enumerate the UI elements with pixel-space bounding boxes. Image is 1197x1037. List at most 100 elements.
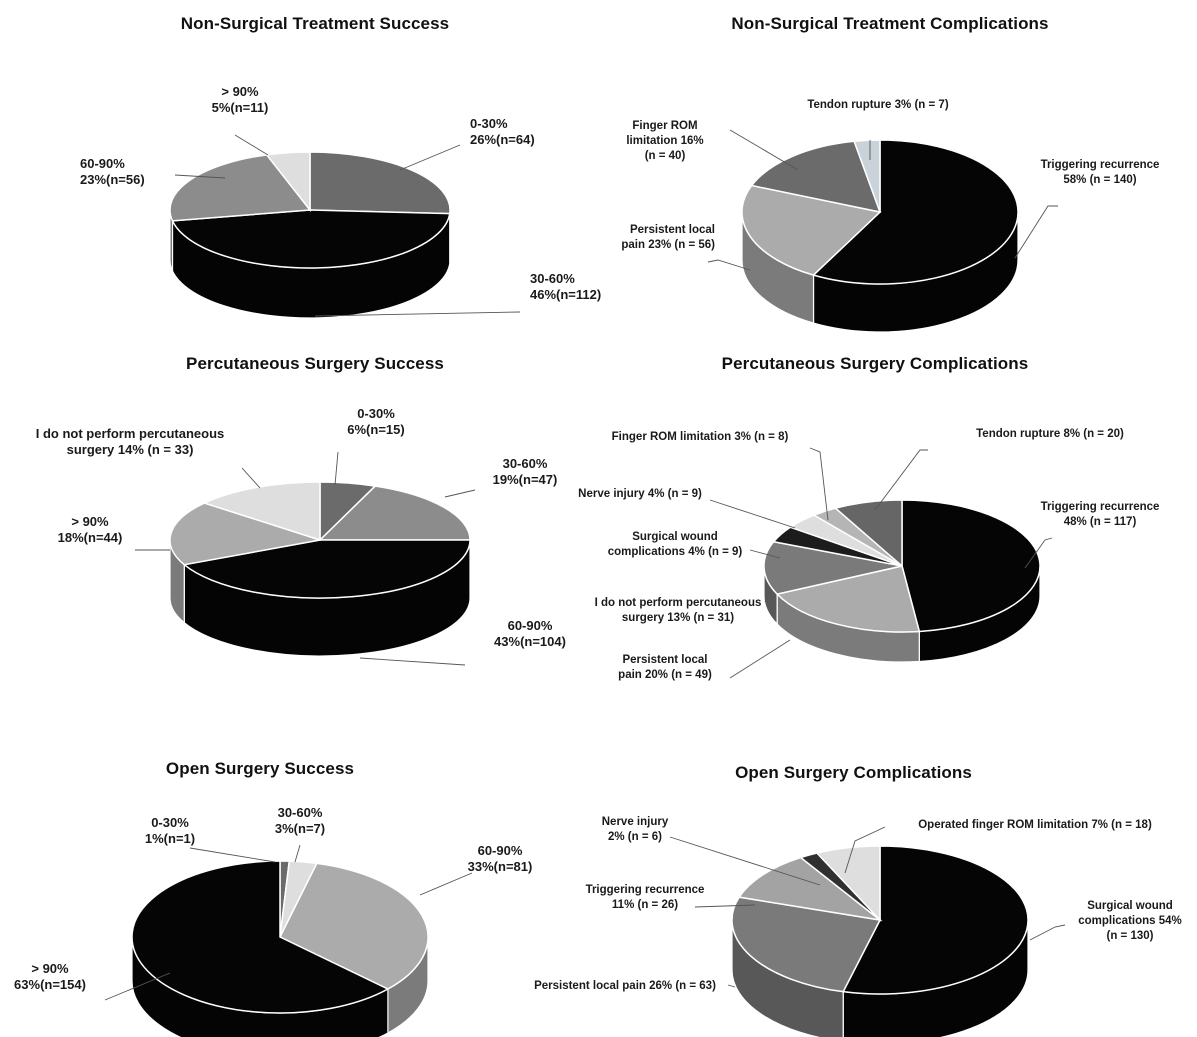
slice-label-line: surgery 13% (n = 31) [622, 612, 734, 624]
slice-label-line: 60-90% [508, 618, 553, 633]
chart-open-success: Open Surgery Success 0-30% 1%(n=1) 30-60% 3… [10, 745, 570, 1037]
leader-line [174, 174, 226, 179]
slice-label-line: Surgical wound [1087, 900, 1173, 912]
leader-line [189, 847, 276, 863]
pie-slice-30-60% [318, 485, 471, 541]
slice-label: 0-30% 1%(n=1) [145, 815, 195, 846]
pie-labels: Triggering recurrence 48% (n = 117) Persis… [578, 428, 1159, 681]
chart-title: Non-Surgical Treatment Complications [731, 14, 1049, 33]
slice-label: 60-90% 43%(n=104) [494, 618, 566, 649]
pie-svg: 0-30% 6%(n=15) 30-60% 19%(n=47) 60-90% 43%(n=… [36, 406, 566, 666]
slice-label: Nerve injury 4% (n = 9) [578, 488, 702, 500]
slice-label: Tendon rupture 3% (n = 7) [807, 99, 948, 111]
pie-top [763, 499, 1041, 633]
leader-line [707, 259, 751, 271]
slice-label: Operated finger ROM limitation 7% (n = 1… [918, 819, 1152, 831]
leader-line [1024, 537, 1053, 569]
slice-label-line: 30-60% [530, 271, 575, 286]
slice-label: Nerve injury 2% (n = 6) [602, 816, 669, 843]
slice-label-line: pain 20% (n = 49) [618, 669, 712, 681]
slice-label-line: 11% (n = 26) [612, 899, 678, 911]
slice-label-line: 58% (n = 140) [1063, 174, 1136, 186]
slice-label-line: Persistent local [622, 654, 707, 666]
slice-label-line: > 90% [31, 961, 69, 976]
slice-label-line: 46%(n=112) [530, 287, 601, 302]
slice-label: 30-60% 46%(n=112) [530, 271, 601, 302]
slice-label: Tendon rupture 8% (n = 20) [976, 428, 1124, 440]
leader-line [334, 451, 339, 486]
slice-label: Persistent local pain 23% (n = 56) [621, 224, 715, 251]
slice-label: 0-30% 6%(n=15) [347, 406, 404, 437]
pie-labels: Triggering recurrence 58% (n = 140) Persis… [621, 99, 1159, 271]
slice-label-line: > 90% [71, 514, 109, 529]
pie-slice-30-60% [171, 209, 451, 269]
pie-top [731, 845, 1029, 995]
slice-label-line: 23%(n=56) [80, 172, 145, 187]
pie-slice-Surgical wound complications [842, 845, 1029, 995]
leader-line [749, 549, 781, 559]
slice-label-line: 43%(n=104) [494, 634, 566, 649]
slice-label: Persistent local pain 26% (n = 63) [534, 980, 716, 992]
chart-nonsurg-success: Non-Surgical Treatment Success 0-30% 26%(… [80, 0, 601, 335]
slice-label-line: 19%(n=47) [493, 472, 558, 487]
chart-open-complications: Open Surgery Complications Surgical woun… [510, 745, 1197, 1037]
pie-top [169, 151, 451, 269]
chart-title: Percutaneous Surgery Complications [721, 354, 1029, 373]
slice-label: Finger ROM limitation 16% (n = 40) [626, 120, 703, 162]
slice-label-line: 1%(n=1) [145, 831, 195, 846]
pie-slice-Tendon rupture [833, 499, 903, 568]
pie-slice-Operated finger ROM limitation [815, 845, 881, 922]
slice-label: Surgical wound complications 4% (n = 9) [608, 531, 743, 558]
slice-label: 60-90% 23%(n=56) [80, 156, 145, 187]
slice-label-line: 30-60% [278, 805, 323, 820]
slice-label-line: Tendon rupture 3% (n = 7) [807, 99, 948, 111]
leader-line [419, 872, 473, 896]
chart-title: Open Surgery Success [165, 759, 355, 778]
leader-line [669, 836, 821, 886]
slice-label-line: (n = 40) [645, 150, 686, 162]
slice-label-line: Triggering recurrence [586, 884, 705, 896]
chart-title: Open Surgery Complications [735, 763, 972, 782]
slice-label-line: 33%(n=81) [468, 859, 533, 874]
pie-slice-Finger ROM limitation [750, 140, 882, 214]
slice-label: 30-60% 19%(n=47) [493, 456, 558, 487]
chart-nonsurg-complications: Non-Surgical Treatment Complications Tri… [610, 0, 1170, 335]
leader-line [1014, 205, 1058, 259]
slice-label-line: limitation 16% [626, 135, 703, 147]
leader-line [234, 134, 269, 156]
pie-slice-> 90% [265, 151, 311, 213]
slice-label-line: 0-30% [357, 406, 395, 421]
leader-line [694, 904, 756, 908]
pie-slice-I do not perform percutaneous surgery [763, 540, 903, 595]
slice-label: 30-60% 3%(n=7) [275, 805, 325, 836]
pie-slice-Tendon rupture [853, 139, 881, 213]
leader-line [709, 499, 796, 529]
slice-label-line: Persistent local [630, 224, 715, 236]
pie-svg: Triggering recurrence 48% (n = 117) Persis… [578, 428, 1159, 681]
slice-label: > 90% 5%(n=11) [212, 84, 269, 115]
slice-label: I do not perform percutaneous surgery 13%… [595, 597, 762, 624]
pie-top [741, 139, 1019, 285]
slice-label-line: Persistent local pain 26% (n = 63) [534, 980, 716, 992]
pie-slice-Triggering recurrence [737, 856, 883, 922]
slice-label-line: complications 4% (n = 9) [608, 546, 743, 558]
pie-slice-Triggering recurrence [901, 499, 1041, 633]
slice-label-line: 18%(n=44) [58, 530, 123, 545]
pie-slice-> 90% [169, 502, 321, 566]
leader-line [314, 311, 521, 317]
pie-svg: Surgical wound complications 54% (n = 130)… [534, 816, 1182, 1037]
chart-perc-complications: Percutaneous Surgery Complications Trigg… [560, 340, 1190, 690]
slice-label-line: 60-90% [478, 843, 523, 858]
slice-label-line: I do not perform percutaneous [36, 426, 225, 441]
leader-line [359, 657, 466, 666]
leader-line [294, 844, 301, 863]
pie-labels: 0-30% 26%(n=64) 30-60% 46%(n=112) 60-90% 23%(… [80, 84, 601, 317]
pie-top [169, 481, 471, 599]
chart-perc-success: Percutaneous Surgery Success 0-30% 6%(n=1… [30, 340, 600, 680]
slice-label-line: 2% (n = 6) [608, 831, 662, 843]
slice-label-line: complications 54% [1078, 915, 1182, 927]
pie-slice-> 90% [131, 860, 390, 1014]
pie-slice-I do not perform percutaneous surgery [202, 481, 321, 542]
slice-label-line: 5%(n=11) [212, 100, 269, 115]
slice-label-line: Finger ROM limitation 3% (n = 8) [612, 431, 789, 443]
